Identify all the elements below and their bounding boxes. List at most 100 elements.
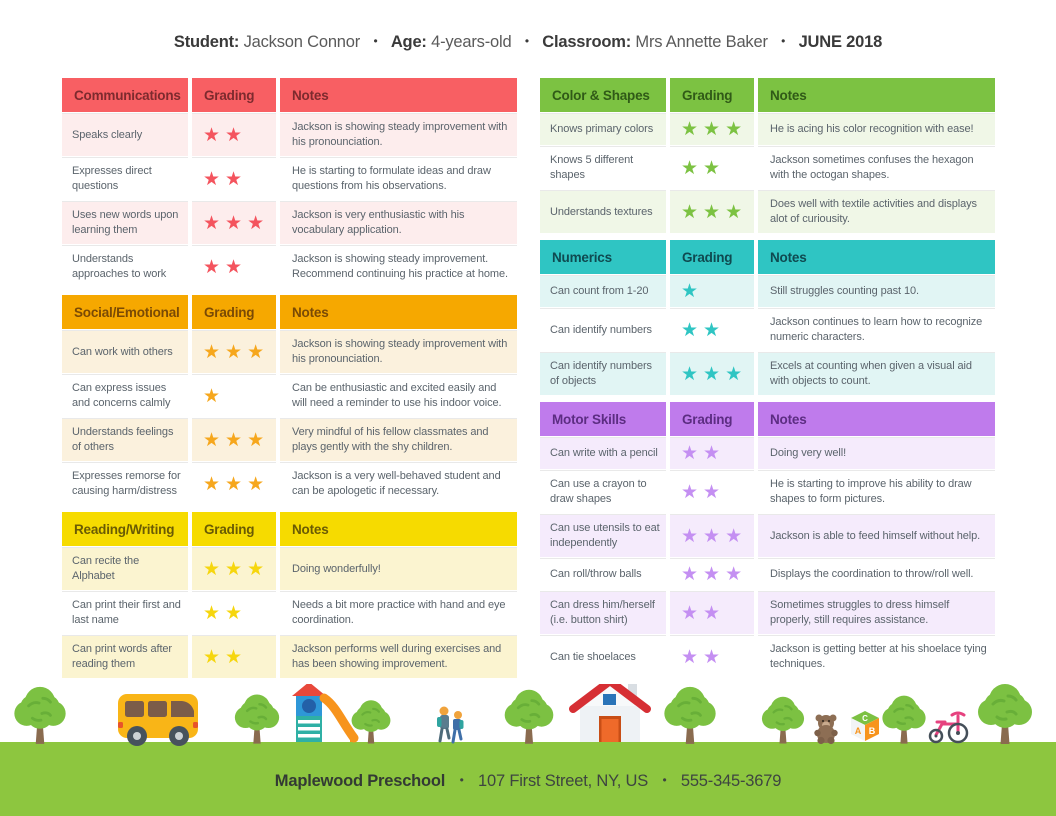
skill-cell: Can identify numbers [540,309,666,351]
star-rating: ★★★ [670,515,754,557]
student-label: Student: [173,33,240,51]
skill-cell: Can print their first and last name [62,592,188,634]
left-column: Communications Grading Notes Speaks clearly… [62,78,517,685]
abc-blocks-icon: C A B [851,711,879,741]
note-cell: Jackson is a very well-behaved student a… [280,463,517,505]
notes-header-cell: Notes [280,78,517,112]
tree-icon [233,693,281,745]
star-rating: ★★★ [670,353,754,395]
skill-cell: Can work with others [62,331,188,373]
skill-cell: Speaks clearly [62,114,188,156]
skill-cell: Knows 5 different shapes [540,147,666,189]
star-rating: ★★★ [192,331,276,373]
star-rating: ★★ [670,438,754,469]
skill-cell: Expresses direct questions [62,158,188,200]
right-column: Color & Shapes Grading Notes Knows primary … [540,78,995,685]
skill-cell: Can use a crayon to draw shapes [540,471,666,513]
school-phone: 555-345-3679 [680,772,782,790]
star-rating: ★★ [670,309,754,351]
notes-header-cell: Notes [758,78,995,112]
category-header-cell: Social/Emotional [62,295,188,329]
star-rating: ★★ [670,147,754,189]
table-numerics: Numerics Grading Notes Can count from 1-20 ★… [540,240,995,395]
star-rating: ★★ [192,592,276,634]
grading-header-cell: Grading [192,78,276,112]
note-cell: Sometimes struggles to dress himself pro… [758,592,995,634]
skill-cell: Can dress him/herself (i.e. button shirt… [540,592,666,634]
grading-header-cell: Grading [670,240,754,274]
separator-dot: • [459,773,464,787]
skill-cell: Can recite the Alphabet [62,548,188,590]
notes-header-cell: Notes [758,240,995,274]
star-rating: ★ [670,276,754,307]
notes-header-cell: Notes [280,295,517,329]
notes-header-cell: Notes [280,512,517,546]
skill-cell: Can count from 1-20 [540,276,666,307]
scene-graphic: C A B [0,684,1056,816]
school-bus-icon [118,694,198,746]
note-cell: Can be enthusiastic and excited easily a… [280,375,517,417]
table-color-shapes: Color & Shapes Grading Notes Knows primary … [540,78,995,233]
tree-icon [881,694,927,745]
note-cell: Jackson is very enthusiastic with his vo… [280,202,517,244]
note-cell: Jackson is showing steady improvement wi… [280,114,517,156]
star-rating: ★★★ [670,191,754,233]
age-label: Age: [390,33,427,51]
footer: Maplewood Preschool • 107 First Street, … [0,772,1056,791]
note-cell: He is starting to formulate ideas and dr… [280,158,517,200]
note-cell: Jackson is able to feed himself without … [758,515,995,557]
school-name: Maplewood Preschool [274,772,446,790]
star-rating: ★★ [192,636,276,678]
report-header: Student: Jackson Connor • Age: 4-years-o… [0,0,1056,52]
star-rating: ★★★ [192,548,276,590]
note-cell: Jackson is getting better at his shoelac… [758,636,995,678]
classroom-value: Mrs Annette Baker [635,33,768,51]
grading-header-cell: Grading [670,402,754,436]
grading-header-cell: Grading [192,512,276,546]
school-address: 107 First Street, NY, US [478,772,649,790]
table-social-emotional: Social/Emotional Grading Notes Can work wit… [62,295,517,505]
playground-slide-icon [292,684,359,743]
children-walking-icon [437,706,464,744]
star-rating: ★★★ [192,202,276,244]
tree-icon [662,685,718,746]
category-header-cell: Color & Shapes [540,78,666,112]
teddy-bear-icon [814,714,838,745]
tables-area: Communications Grading Notes Speaks clearly… [62,78,995,685]
note-cell: Still struggles counting past 10. [758,276,995,307]
table-reading-writing: Reading/Writing Grading Notes Can recite th… [62,512,517,678]
skill-cell: Can write with a pencil [540,438,666,469]
student-value: Jackson Connor [243,33,361,51]
separator-dot: • [781,34,786,48]
skill-cell: Can express issues and concerns calmly [62,375,188,417]
skill-cell: Can tie shoelaces [540,636,666,678]
tree-icon [503,688,555,746]
svg-text:C: C [862,714,868,723]
age-value: 4-years-old [431,33,512,51]
star-rating: ★★ [192,246,276,288]
star-rating: ★★ [670,592,754,634]
skill-cell: Can identify numbers of objects [540,353,666,395]
house-icon [569,684,651,742]
note-cell: Jackson is showing steady improvement. R… [280,246,517,288]
table-motor-skills: Motor Skills Grading Notes Can write with a… [540,402,995,678]
note-cell: Jackson is showing steady improvement wi… [280,331,517,373]
table-communications: Communications Grading Notes Speaks clearly… [62,78,517,288]
report-date: JUNE 2018 [798,33,883,51]
note-cell: Excels at counting when given a visual a… [758,353,995,395]
skill-cell: Uses new words upon learning them [62,202,188,244]
tricycle-icon [928,711,969,744]
note-cell: Displays the coordination to throw/roll … [758,559,995,590]
star-rating: ★★★ [192,419,276,461]
category-header-cell: Communications [62,78,188,112]
note-cell: Doing wonderfully! [280,548,517,590]
tree-icon [12,685,68,746]
separator-dot: • [373,34,378,48]
category-header-cell: Reading/Writing [62,512,188,546]
skill-cell: Understands approaches to work [62,246,188,288]
category-header-cell: Numerics [540,240,666,274]
skill-cell: Expresses remorse for causing harm/distr… [62,463,188,505]
note-cell: He is acing his color recognition with e… [758,114,995,145]
note-cell: Does well with textile activities and di… [758,191,995,233]
separator-dot: • [662,773,667,787]
